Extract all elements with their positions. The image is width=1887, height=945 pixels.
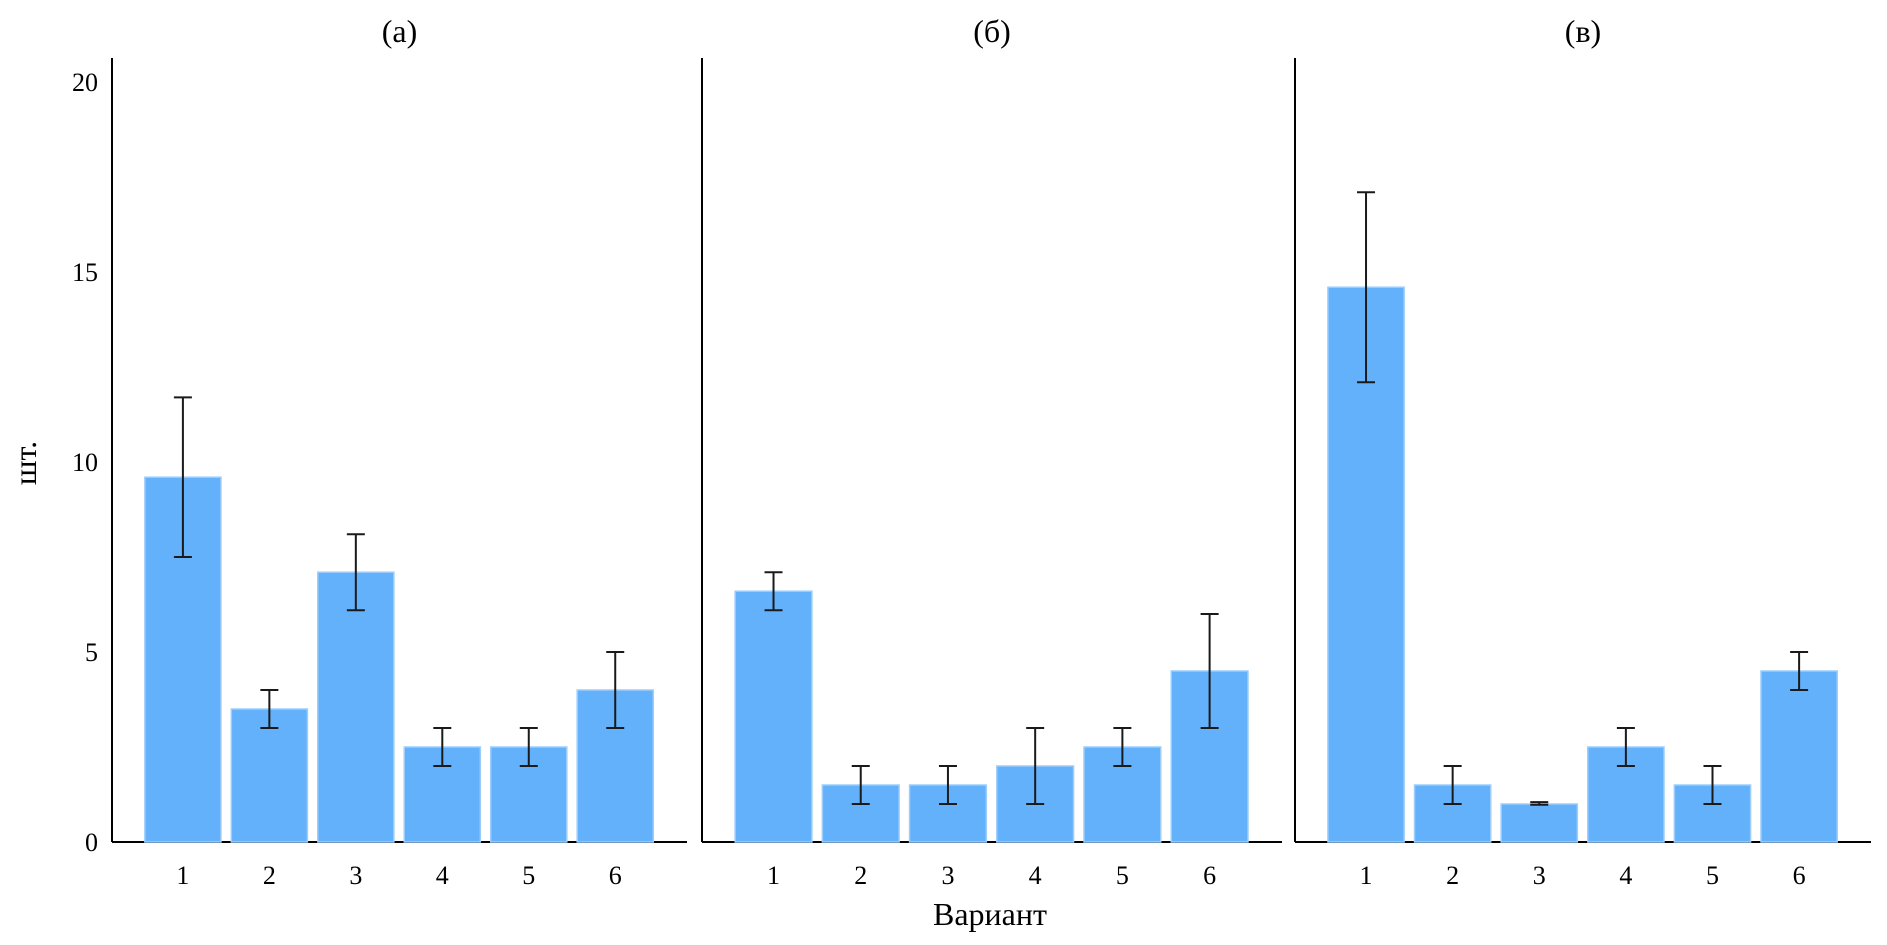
- x-tick-label: 3: [941, 861, 954, 890]
- x-tick-label: 6: [609, 861, 622, 890]
- y-tick-label: 10: [72, 448, 98, 477]
- x-tick-label: 3: [349, 861, 362, 890]
- bar: [230, 708, 309, 843]
- panel-title: (а): [382, 13, 418, 49]
- bar: [734, 590, 813, 843]
- y-tick-label: 5: [85, 638, 98, 667]
- x-tick-label: 2: [1446, 861, 1459, 890]
- x-tick-label: 6: [1793, 861, 1806, 890]
- y-tick-label: 20: [72, 68, 98, 97]
- x-tick-label: 5: [522, 861, 535, 890]
- x-tick-label: 5: [1116, 861, 1129, 890]
- x-tick-label: 3: [1533, 861, 1546, 890]
- x-tick-label: 4: [1029, 861, 1042, 890]
- y-tick-label: 15: [72, 258, 98, 287]
- x-tick-label: 4: [436, 861, 449, 890]
- bar: [317, 571, 395, 843]
- panel-title: (в): [1565, 13, 1601, 49]
- panel-title: (б): [973, 13, 1011, 49]
- x-axis-label: Вариант: [933, 896, 1047, 932]
- x-tick-label: 1: [1360, 861, 1373, 890]
- x-tick-label: 4: [1619, 861, 1632, 890]
- x-tick-label: 6: [1203, 861, 1216, 890]
- bar: [908, 784, 988, 843]
- bar: [1760, 670, 1838, 843]
- y-axis-label: шт.: [7, 441, 43, 485]
- x-tick-label: 5: [1706, 861, 1719, 890]
- y-tick-label: 0: [85, 828, 98, 857]
- x-tick-label: 1: [176, 861, 189, 890]
- x-tick-label: 2: [854, 861, 867, 890]
- x-tick-label: 1: [767, 861, 780, 890]
- bar: [1500, 803, 1579, 843]
- x-tick-label: 2: [263, 861, 276, 890]
